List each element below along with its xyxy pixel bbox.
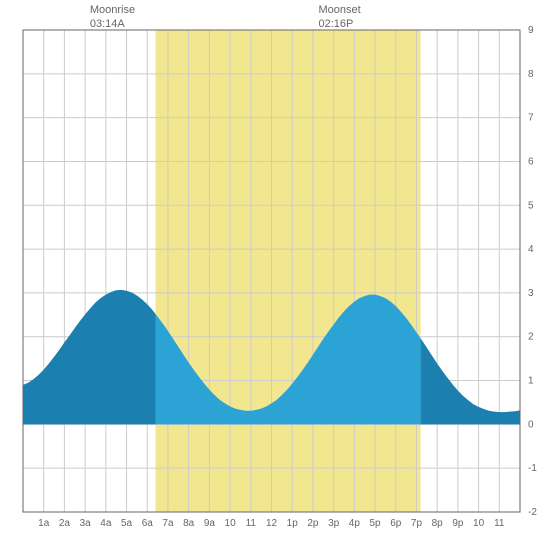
moonrise-time: 03:14A	[90, 17, 135, 31]
svg-text:12: 12	[266, 518, 278, 529]
svg-text:1: 1	[528, 376, 534, 387]
svg-text:7a: 7a	[162, 518, 174, 529]
svg-text:11: 11	[246, 518, 257, 529]
svg-text:6: 6	[528, 156, 534, 167]
svg-text:7p: 7p	[411, 518, 423, 529]
svg-text:0: 0	[528, 419, 534, 430]
svg-text:5: 5	[528, 200, 534, 211]
tide-chart: Moonrise 03:14A Moonset 02:16P 1a 2a 3a 4a 5…	[0, 0, 550, 550]
svg-text:10: 10	[225, 518, 237, 529]
svg-text:5a: 5a	[121, 518, 133, 529]
svg-text:1p: 1p	[287, 518, 299, 529]
svg-text:-1: -1	[528, 463, 537, 474]
moonset-title: Moonset	[319, 3, 361, 17]
moonset-label: Moonset 02:16P	[319, 3, 361, 32]
svg-text:2a: 2a	[59, 518, 71, 529]
svg-text:-2: -2	[528, 507, 537, 518]
y-axis-labels: -2 -1 0 1 2 3 4 5 6 7 8 9	[528, 25, 537, 518]
svg-text:6a: 6a	[142, 518, 154, 529]
svg-text:8p: 8p	[432, 518, 444, 529]
grid	[23, 30, 520, 512]
svg-text:6p: 6p	[390, 518, 402, 529]
svg-text:4p: 4p	[349, 518, 361, 529]
svg-text:9: 9	[528, 25, 534, 36]
moonrise-title: Moonrise	[90, 3, 135, 17]
svg-text:2: 2	[528, 332, 534, 343]
svg-text:11: 11	[494, 518, 505, 529]
svg-text:8a: 8a	[183, 518, 195, 529]
svg-text:4a: 4a	[100, 518, 112, 529]
svg-text:2p: 2p	[307, 518, 319, 529]
svg-text:5p: 5p	[369, 518, 381, 529]
svg-text:9a: 9a	[204, 518, 216, 529]
moonset-time: 02:16P	[319, 17, 361, 31]
moonrise-label: Moonrise 03:14A	[90, 3, 135, 32]
day-band	[156, 30, 421, 512]
svg-text:3a: 3a	[80, 518, 92, 529]
svg-text:4: 4	[528, 244, 534, 255]
svg-text:3: 3	[528, 288, 534, 299]
svg-text:3p: 3p	[328, 518, 340, 529]
svg-text:9p: 9p	[452, 518, 464, 529]
svg-text:7: 7	[528, 113, 534, 124]
chart-svg: 1a2a3a4a5a6a7a8a9a1011121p2p3p4p5p6p7p8p…	[0, 0, 550, 550]
svg-text:8: 8	[528, 69, 534, 80]
svg-text:10: 10	[473, 518, 485, 529]
x-axis-labels: 1a 2a 3a 4a 5a 6a 7a 8a 9a 10 11 12 1p 2p 3p 4p 5p 6p 7p 8p…	[38, 518, 505, 529]
svg-text:1a: 1a	[38, 518, 50, 529]
